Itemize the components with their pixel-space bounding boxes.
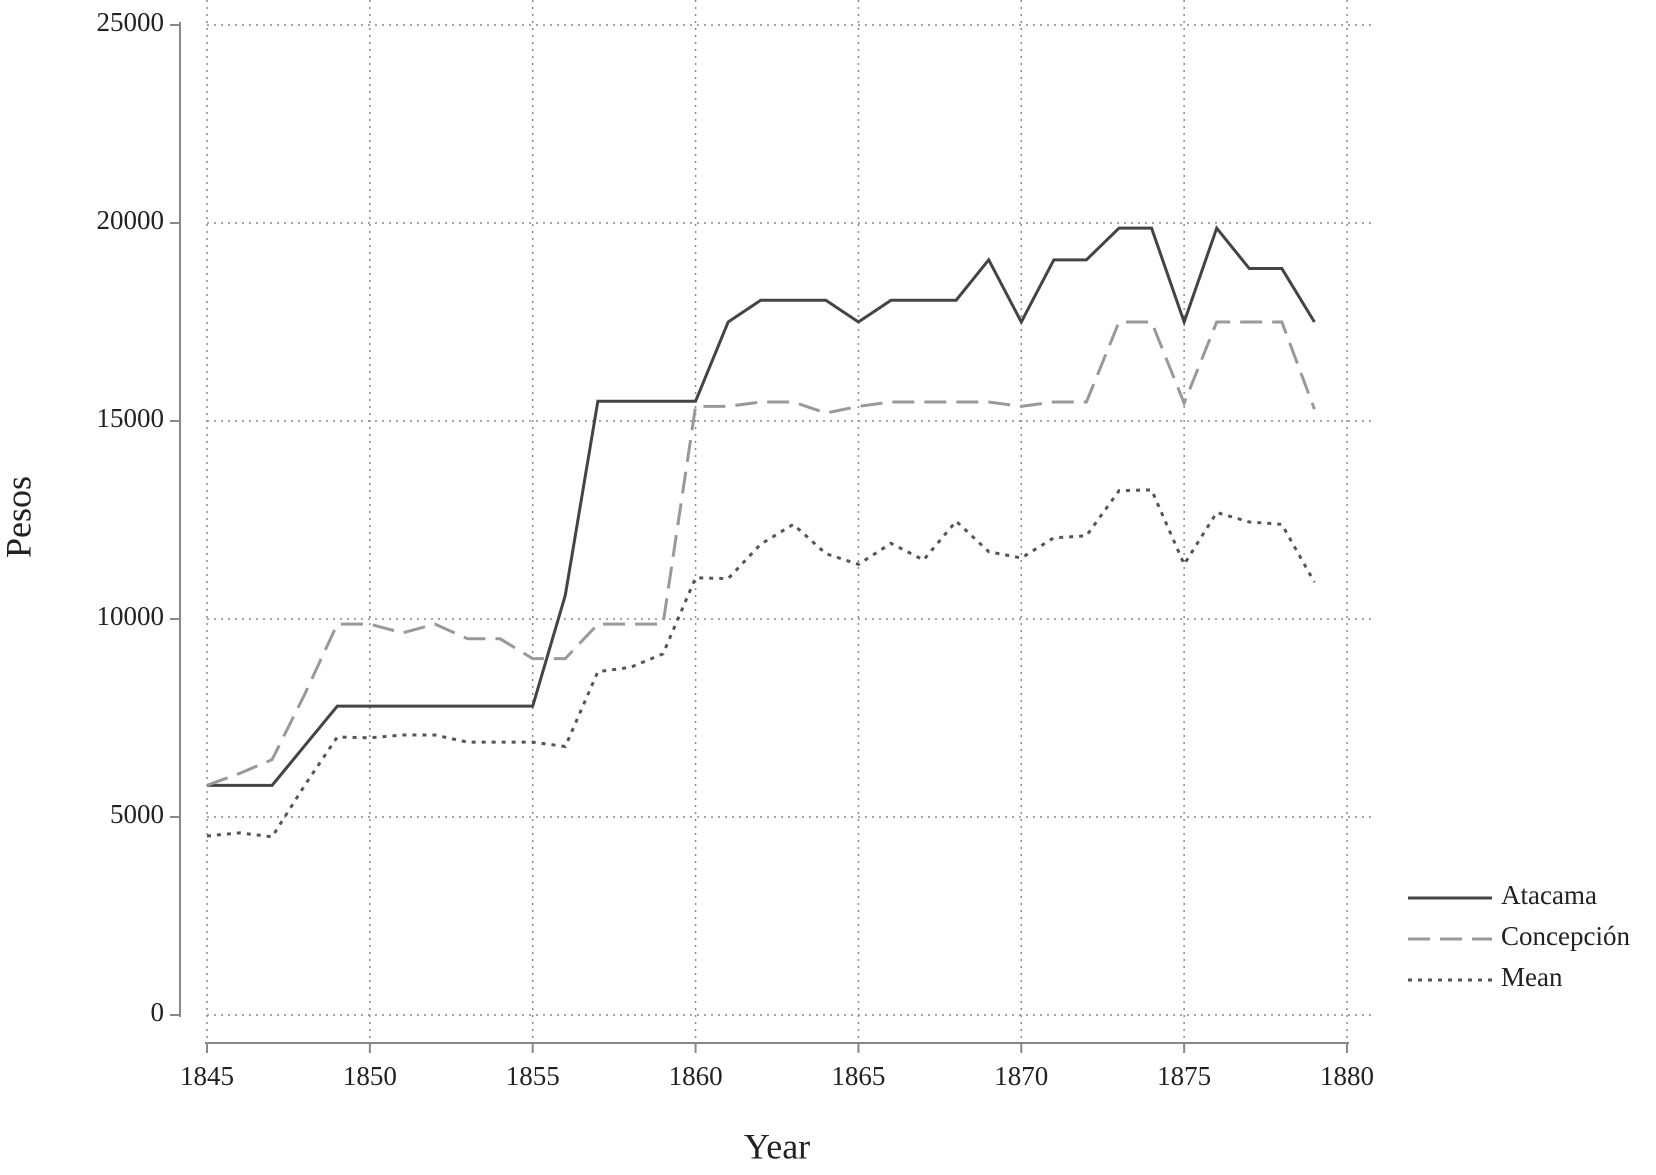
y-tick-label: 10000 (97, 601, 165, 631)
y-tick-label: 25000 (97, 7, 165, 37)
legend-label: Atacama (1501, 880, 1597, 910)
y-tick-label: 20000 (97, 205, 165, 235)
line-series (206, 320, 1316, 787)
x-tick-label: 1845 (180, 1061, 234, 1091)
y-tick-label: 15000 (97, 403, 165, 433)
x-tick-label: 1870 (994, 1061, 1048, 1091)
legend-label: Mean (1501, 962, 1563, 992)
x-tick-label: 1875 (1157, 1061, 1211, 1091)
line-series (206, 488, 1316, 839)
legend-label: Concepción (1501, 921, 1630, 951)
x-axis-title: Year (744, 1126, 810, 1166)
x-tick-label: 1855 (506, 1061, 560, 1091)
x-tick-label: 1865 (831, 1061, 885, 1091)
x-tick-label: 1880 (1320, 1061, 1374, 1091)
y-axis-title: Pesos (0, 476, 38, 558)
y-tick-label: 5000 (110, 799, 164, 829)
line-series (207, 225, 1316, 787)
x-tick-label: 1860 (669, 1061, 723, 1091)
y-tick-label: 0 (151, 997, 165, 1027)
x-tick-label: 1850 (343, 1061, 397, 1091)
